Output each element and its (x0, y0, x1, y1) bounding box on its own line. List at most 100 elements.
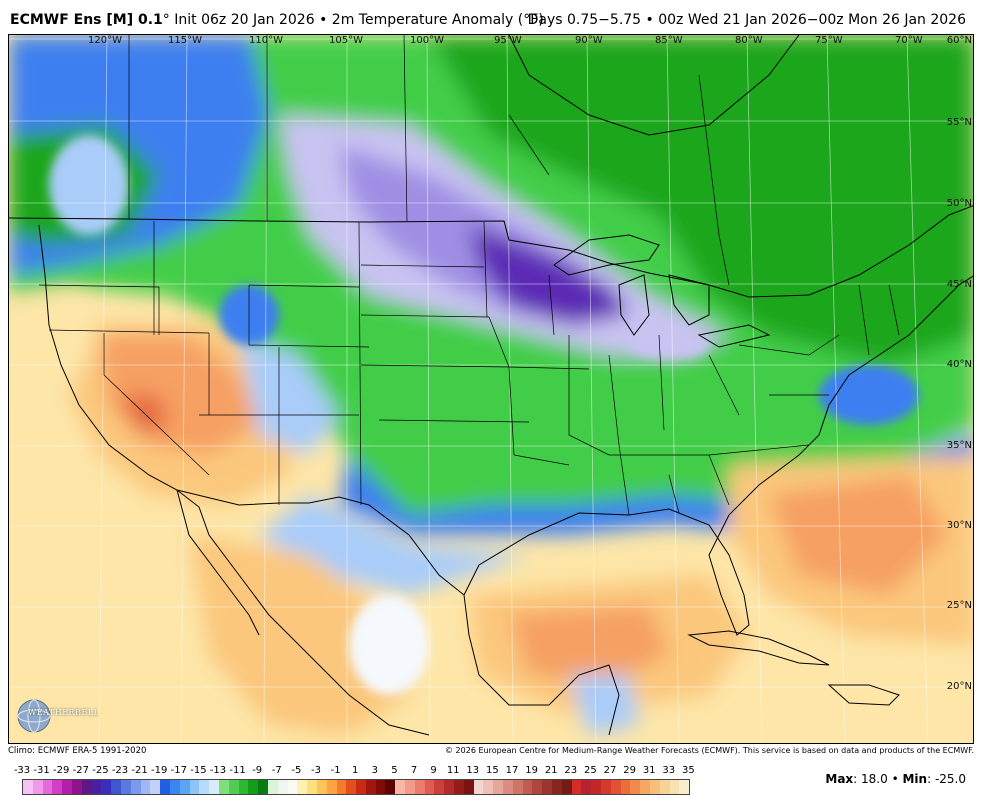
scale-tick-label: 13 (466, 765, 480, 776)
scale-tick-label: 23 (564, 765, 578, 776)
max-min-stats: Max: 18.0 • Min: -25.0 (825, 772, 966, 786)
lon-label-70w: 70°W (895, 35, 923, 46)
scale-swatch (62, 780, 72, 794)
lon-label-100w: 100°W (410, 35, 444, 46)
gulf-coast (463, 508, 750, 636)
scale-swatch (336, 780, 347, 794)
stats-separator: • (891, 772, 899, 786)
scale-swatch (111, 780, 121, 794)
lon-label-110w: 110°W (249, 35, 283, 46)
field-name: 2m Temperature Anomaly (°F) (331, 12, 544, 28)
mexico-gulf-coast (463, 594, 620, 736)
us-canada-border (9, 205, 973, 298)
scale-tick-label: 29 (623, 765, 636, 776)
scale-tick-label: -1 (330, 765, 341, 776)
scale-tick-label: -7 (271, 765, 282, 776)
scale-swatch (522, 780, 533, 794)
scale-tick-label: 1 (352, 765, 359, 776)
scale-swatch (356, 780, 366, 794)
scale-swatch (473, 780, 484, 794)
lon-label-90w: 90°W (575, 35, 603, 46)
scale-tick-label: 35 (682, 765, 695, 776)
scale-swatch (258, 780, 268, 794)
scale-tick-label: 27 (603, 765, 617, 776)
scale-swatch (679, 780, 690, 794)
scale-tick-label: 15 (486, 765, 499, 776)
scale-tick-label: -29 (53, 765, 70, 776)
lat-label-55n: 55°N (946, 117, 972, 128)
scale-tick-label: -21 (131, 765, 148, 776)
scale-swatch (493, 780, 504, 794)
boundaries (9, 35, 973, 736)
scale-swatch (552, 780, 562, 794)
lat-label-50n: 50°N (946, 198, 972, 209)
color-scale-labels: -33 -31 -29 -27 -25 -23 -21 -19 -17 -15 -13 -11 -9 -7… (14, 765, 704, 777)
scale-swatch (32, 780, 43, 794)
scale-tick-label: -5 (291, 765, 302, 776)
scale-tick-label: 5 (391, 765, 398, 776)
scale-tick-label: -9 (252, 765, 263, 776)
hudson-bay-coast (508, 35, 800, 136)
us-mexico-border (176, 489, 465, 596)
lat-label-60n: 60°N (946, 35, 972, 46)
init-info: Init 06z 20 Jan 2026 (174, 12, 315, 28)
scale-swatch (630, 780, 641, 794)
scale-swatch (571, 780, 582, 794)
scale-swatch (610, 780, 621, 794)
scale-swatch (130, 780, 141, 794)
scale-tick-label: 7 (410, 765, 418, 776)
state-borders (38, 221, 900, 516)
scale-swatch (405, 780, 415, 794)
scale-swatch (620, 780, 631, 794)
scale-swatch (463, 780, 474, 794)
lat-label-45n: 45°N (946, 279, 972, 290)
map-header: ECMWF Ens [M] 0.1° Init 06z 20 Jan 2026 … (0, 0, 984, 34)
scale-swatch (209, 780, 219, 794)
model-name: ECMWF Ens [M] 0.1 (10, 12, 163, 28)
max-label: Max (825, 772, 854, 786)
scale-swatch (140, 780, 151, 794)
pacific-coast (38, 224, 430, 736)
scale-swatch (91, 780, 102, 794)
lon-label-105w: 105°W (329, 35, 363, 46)
scale-swatch (512, 780, 523, 794)
scale-swatch (659, 780, 670, 794)
lon-label-120w: 120°W (88, 35, 122, 46)
title-separator: • (319, 12, 328, 28)
lake-michigan (618, 274, 650, 336)
logo-text: WEATHERBELL (28, 708, 100, 717)
anomaly-field (9, 35, 973, 735)
scale-tick-label: 3 (371, 765, 378, 776)
cuba (687, 630, 830, 666)
scale-tick-label: -25 (92, 765, 109, 776)
scale-swatch (199, 780, 210, 794)
scale-swatch (189, 780, 200, 794)
scale-tick-label: -3 (311, 765, 321, 776)
scale-swatch (316, 780, 327, 794)
scale-tick-label: -23 (111, 765, 129, 776)
scale-swatch (297, 780, 308, 794)
scale-swatch (179, 780, 190, 794)
scale-swatch (532, 780, 543, 794)
scale-swatch (326, 780, 337, 794)
scale-tick-label: -33 (13, 765, 31, 776)
scale-swatch (287, 780, 298, 794)
min-label: Min (902, 772, 928, 786)
temperature-anomaly-map (8, 34, 974, 744)
lake-huron (668, 274, 710, 326)
lon-label-75w: 75°W (815, 35, 843, 46)
scale-swatch (238, 780, 249, 794)
atlantic-coast (728, 275, 973, 516)
scale-swatch (375, 780, 386, 794)
scale-swatch (169, 780, 180, 794)
scale-tick-label: -19 (151, 765, 168, 776)
lat-label-35n: 35°N (946, 440, 972, 451)
map-canvas (9, 35, 973, 743)
scale-tick-label: -31 (33, 765, 50, 776)
scale-swatch (267, 780, 278, 794)
scale-swatch (277, 780, 288, 794)
scale-tick-label: -13 (209, 765, 227, 776)
scale-swatch (228, 780, 239, 794)
lon-label-115w: 115°W (168, 35, 202, 46)
lat-label-25n: 25°N (946, 600, 972, 611)
